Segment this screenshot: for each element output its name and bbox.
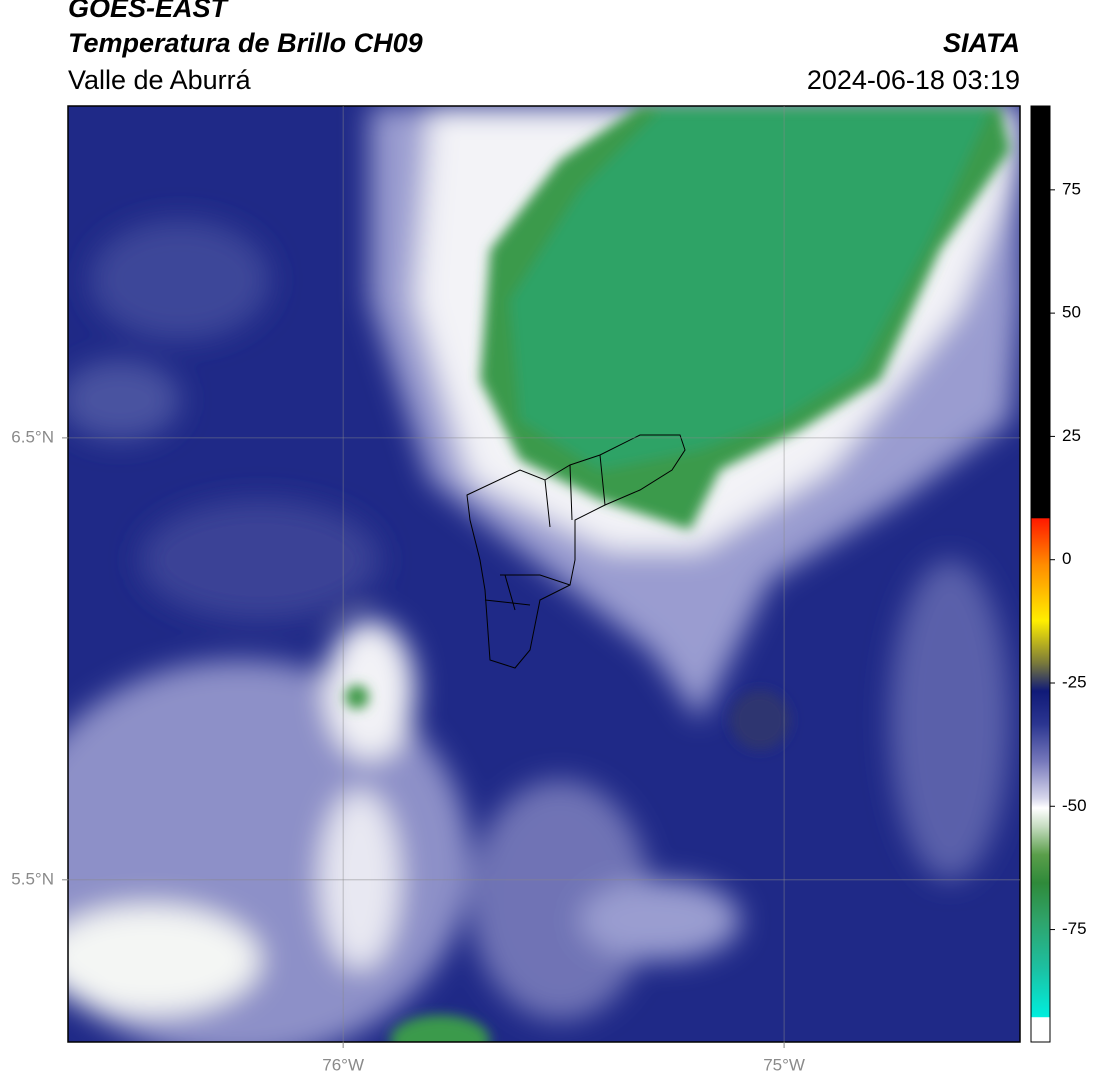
colorbar-tick-label: 50: [1062, 303, 1081, 322]
colorbar-tick-label: 75: [1062, 179, 1081, 198]
x-tick-label: 76°W: [322, 1055, 364, 1074]
x-tick-label: 75°W: [763, 1055, 805, 1074]
y-tick-label: 6.5°N: [11, 427, 54, 446]
timestamp: 2024-06-18 03:19: [807, 65, 1020, 95]
title: GOES-EAST: [68, 0, 230, 23]
colorbar-tick-label: 0: [1062, 549, 1071, 568]
y-tick-label: 5.5°N: [11, 869, 54, 888]
valle-aburra-outline: [466, 434, 686, 669]
colorbar-tick-label: -25: [1062, 672, 1087, 691]
colorbar-tick-label: -50: [1062, 796, 1087, 815]
colorbar-tick-label: -75: [1062, 919, 1087, 938]
subtitle: Temperatura de Brillo CH09: [68, 28, 423, 58]
colorbar: [1030, 105, 1051, 1043]
agency: SIATA: [943, 28, 1020, 58]
region: Valle de Aburrá: [68, 65, 252, 95]
satellite-image: [68, 106, 1020, 1042]
map-frame: [67, 105, 1021, 1043]
colorbar-tick-label: 25: [1062, 426, 1081, 445]
